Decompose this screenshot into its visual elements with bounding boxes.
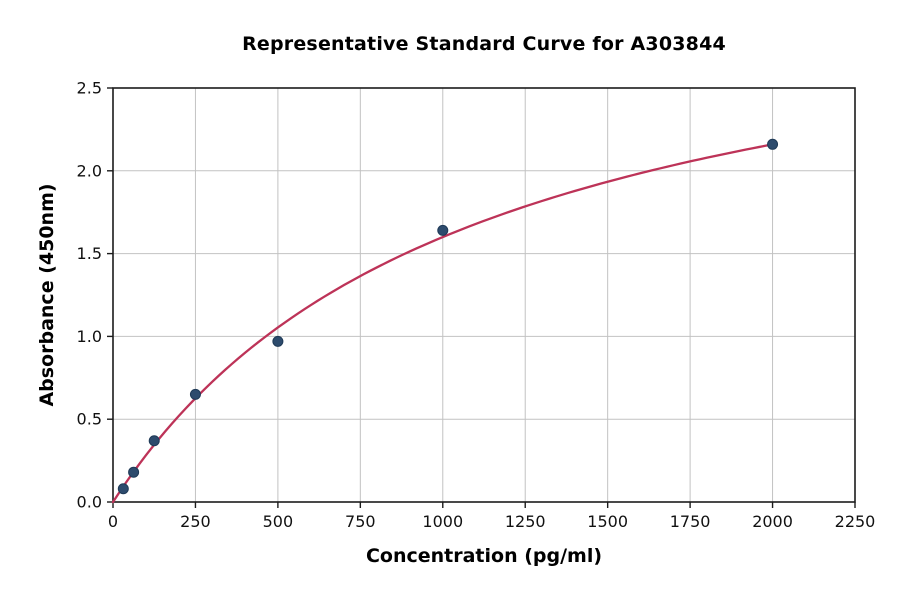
x-tick-label: 500 — [263, 512, 294, 531]
y-tick-label: 2.5 — [77, 79, 102, 98]
data-point — [767, 138, 779, 150]
data-point — [437, 224, 449, 236]
data-point — [272, 335, 284, 347]
y-tick-label: 2.0 — [77, 161, 102, 180]
axis-box — [112, 87, 856, 503]
y-tick-label: 0.0 — [77, 493, 102, 512]
x-tick-label: 1500 — [587, 512, 628, 531]
x-axis-label: Concentration (pg/ml) — [365, 545, 603, 567]
x-tick-label: 1000 — [422, 512, 463, 531]
x-tick-label: 250 — [180, 512, 211, 531]
x-tick-label: 1250 — [505, 512, 546, 531]
data-point — [189, 388, 201, 400]
x-tick-label: 2000 — [752, 512, 793, 531]
data-point — [128, 466, 140, 478]
y-tick-label: 1.0 — [77, 327, 102, 346]
fit-curve — [111, 143, 774, 504]
x-tick-label: 750 — [345, 512, 376, 531]
x-tick-label: 2250 — [835, 512, 876, 531]
y-tick-label: 0.5 — [77, 410, 102, 429]
x-tick-label: 1750 — [670, 512, 711, 531]
data-point — [117, 483, 129, 495]
chart-title: Representative Standard Curve for A30384… — [242, 33, 726, 55]
x-tick-label: 0 — [108, 512, 118, 531]
data-point — [148, 435, 160, 447]
y-tick-label: 1.5 — [77, 244, 102, 263]
y-axis-label: Absorbance (450nm) — [36, 183, 58, 407]
